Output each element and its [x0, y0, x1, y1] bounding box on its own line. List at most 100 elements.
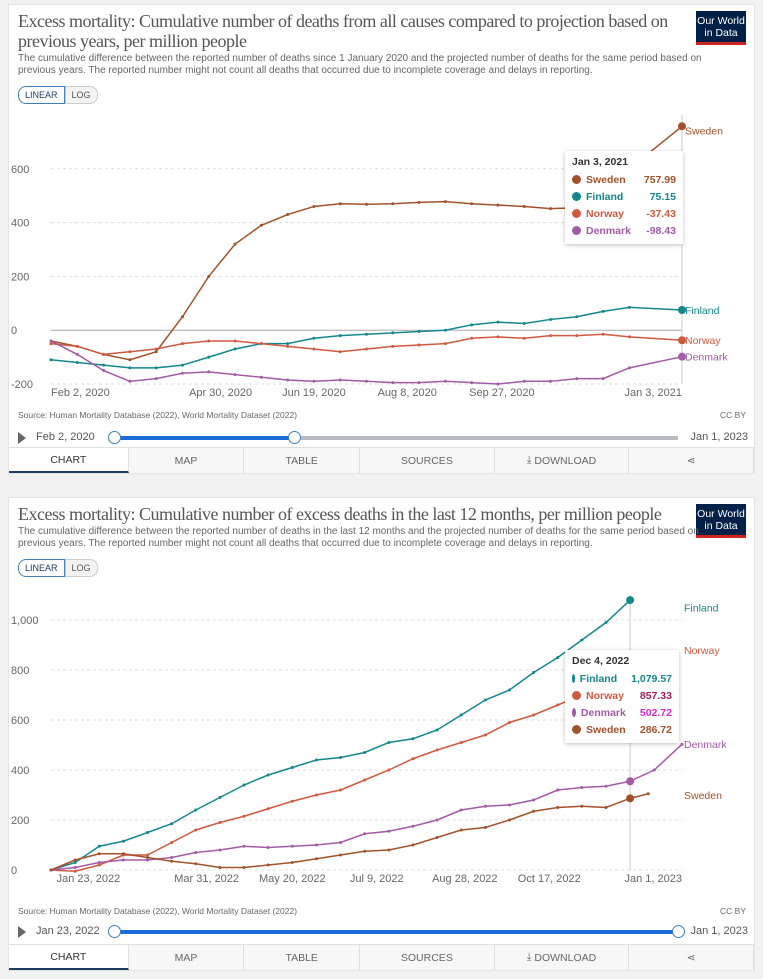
data-point-sweden	[314, 857, 318, 861]
timeline-start-handle[interactable]	[108, 431, 121, 444]
tooltip-row: Norway 857.33	[572, 687, 672, 704]
data-point-denmark	[483, 804, 487, 808]
data-point-finland	[483, 698, 487, 702]
x-tick-label: Sep 27, 2020	[469, 387, 534, 399]
series-line-finland	[50, 306, 683, 369]
tooltip-value: 75.15	[649, 190, 676, 203]
data-point-finland	[391, 331, 395, 335]
data-point-sweden	[170, 859, 174, 863]
data-point-finland	[411, 737, 415, 741]
y-tick-label: 200	[11, 815, 29, 827]
log-button[interactable]: LOG	[64, 86, 98, 104]
tab-chart[interactable]: CHART	[9, 945, 129, 970]
chart-title: Excess mortality: Cumulative number of d…	[18, 11, 668, 51]
data-point-norway	[387, 768, 391, 772]
data-point-denmark	[75, 352, 79, 356]
timeline-start-label: Jan 23, 2022	[36, 925, 100, 937]
data-point-sweden	[483, 826, 487, 829]
linear-button[interactable]: LINEAR	[18, 86, 65, 104]
tab-sources[interactable]: SOURCES	[360, 945, 495, 970]
series-end-label: Norway	[685, 335, 721, 347]
x-tick-label: Apr 30, 2020	[189, 387, 252, 399]
timeline-end-label: Jan 1, 2023	[690, 431, 749, 443]
data-point-norway	[102, 352, 106, 356]
data-point-norway	[338, 350, 342, 354]
tab-chart[interactable]: CHART	[9, 448, 129, 473]
data-point-denmark	[459, 808, 463, 812]
x-tick-label: Oct 17, 2022	[518, 873, 581, 885]
license-link[interactable]: CC BY	[720, 410, 746, 420]
tab-table[interactable]: TABLE	[244, 945, 361, 970]
x-tick-label: Jan 3, 2021	[625, 387, 683, 399]
tab-sources[interactable]: SOURCES	[360, 448, 495, 473]
data-point-norway	[678, 336, 686, 345]
data-point-sweden	[180, 315, 184, 319]
timeline-selected-range	[114, 930, 678, 934]
data-point-sweden	[146, 856, 150, 859]
timeline-track[interactable]	[108, 431, 678, 444]
data-point-denmark	[97, 861, 101, 864]
timeline-start-handle[interactable]	[108, 925, 121, 938]
timeline-end-label: Jan 1, 2023	[690, 925, 749, 937]
data-point-sweden	[312, 204, 316, 208]
tooltip-series-name: Norway	[586, 207, 624, 220]
timeline-end-handle[interactable]	[672, 925, 685, 938]
tooltip-value: 286.72	[639, 723, 672, 736]
data-point-norway	[233, 339, 237, 343]
data-point-norway	[75, 344, 79, 348]
data-point-sweden	[411, 843, 415, 847]
data-point-finland	[604, 621, 608, 624]
data-point-finland	[435, 728, 439, 732]
timeline-selected-range	[114, 436, 295, 440]
owid-logo[interactable]: Our World in Data	[696, 504, 746, 538]
data-point-finland	[339, 756, 343, 759]
data-point-sweden	[604, 806, 608, 809]
timeline-end-handle[interactable]	[288, 431, 302, 444]
tooltip-row: Sweden 286.72	[572, 721, 672, 738]
data-point-sweden	[266, 863, 270, 867]
data-point-denmark	[242, 844, 246, 848]
data-point-norway	[507, 721, 511, 724]
chart-card-2: Excess mortality: Cumulative number of e…	[8, 497, 755, 971]
tooltip-row: Denmark 502.72	[572, 704, 672, 721]
data-point-finland	[146, 831, 150, 834]
tab-map[interactable]: MAP	[129, 448, 245, 473]
tab-download[interactable]: ⤓ DOWNLOAD	[495, 448, 630, 473]
data-point-finland	[443, 328, 447, 332]
data-point-finland	[180, 363, 184, 367]
linear-button[interactable]: LINEAR	[18, 559, 65, 577]
tooltip-value: -37.43	[646, 207, 676, 220]
data-point-norway	[601, 332, 605, 336]
license-link[interactable]: CC BY	[720, 906, 746, 916]
legend-dot-icon	[572, 725, 581, 734]
line-chart: -200 0 200 400 600 Feb 2, 2020 Apr 30, 2020 Jun…	[11, 115, 728, 399]
data-point-denmark	[363, 832, 367, 836]
play-icon[interactable]	[18, 926, 26, 938]
data-point-norway	[73, 869, 77, 873]
data-point-finland	[507, 688, 511, 692]
data-point-finland	[575, 315, 579, 319]
data-point-sweden	[391, 202, 395, 206]
data-point-norway	[312, 347, 316, 351]
data-point-finland	[286, 342, 290, 346]
data-point-finland	[601, 309, 605, 313]
data-point-norway	[496, 335, 500, 339]
timeline-start-label: Feb 2, 2020	[36, 431, 95, 443]
data-point-denmark	[391, 381, 395, 385]
data-point-norway	[194, 828, 198, 832]
x-tick-label: Jan 23, 2022	[57, 873, 121, 885]
data-point-finland	[102, 363, 106, 367]
tab-table[interactable]: TABLE	[244, 448, 361, 473]
play-icon[interactable]	[18, 432, 26, 444]
log-button[interactable]: LOG	[64, 559, 98, 577]
share-icon[interactable]: ⋖	[629, 945, 754, 970]
data-point-denmark	[338, 378, 342, 382]
tab-download[interactable]: ⤓ DOWNLOAD	[495, 945, 630, 970]
owid-logo[interactable]: Our World in Data	[696, 11, 746, 45]
data-point-denmark	[601, 377, 605, 381]
tab-map[interactable]: MAP	[129, 945, 245, 970]
data-point-denmark	[49, 339, 53, 343]
share-icon[interactable]: ⋖	[629, 448, 754, 473]
timeline-track[interactable]	[108, 925, 685, 938]
data-point-finland	[73, 861, 77, 864]
